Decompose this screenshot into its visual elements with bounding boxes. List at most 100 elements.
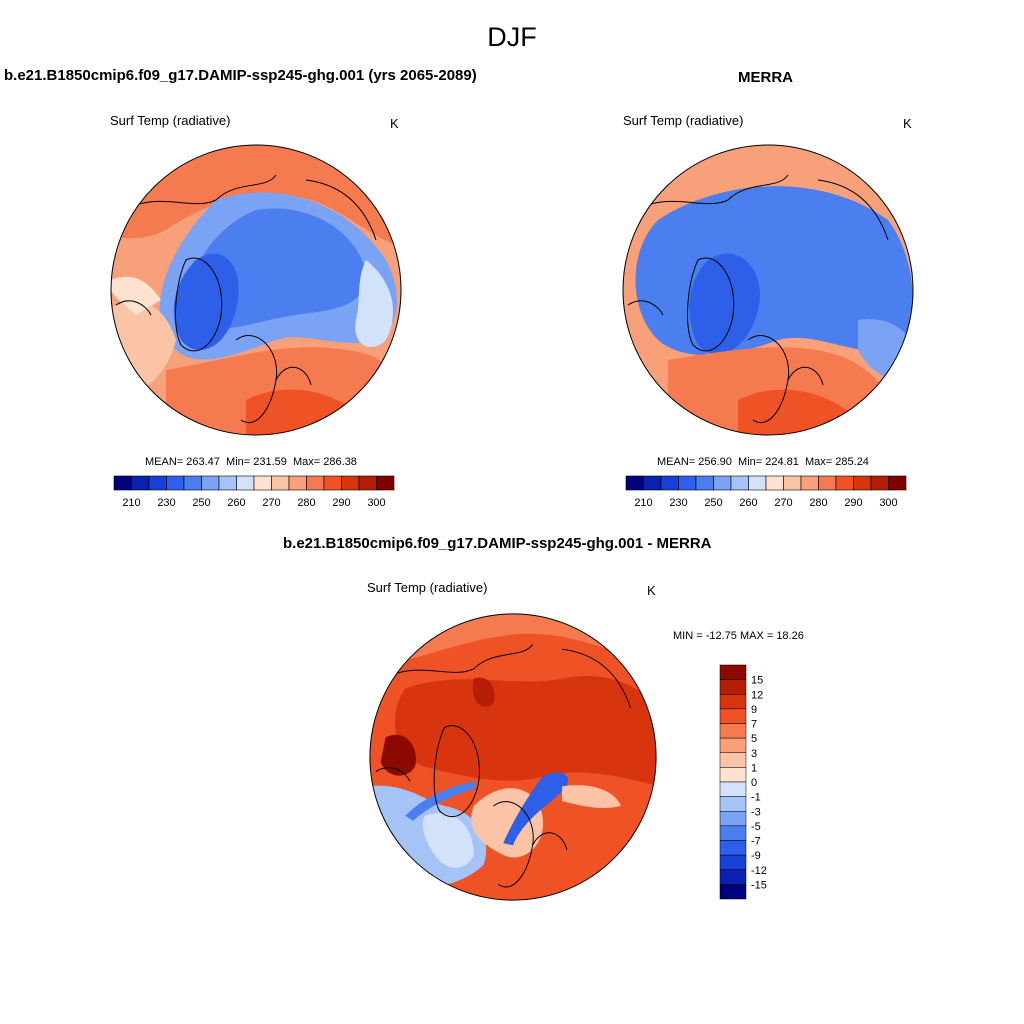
right-colorbar-swatch [643, 475, 662, 491]
diff-colorbar: 15 12 9 7 5 3 1 0 -1 -3 -5 -7 -9 -12 -15 [719, 664, 767, 900]
diff-colorbar-tick-label: 3 [751, 748, 757, 760]
right-colorbar-tick-label: 210 [634, 497, 652, 509]
diff-colorbar-tick-label: 0 [751, 777, 757, 789]
diff-colorbar-swatch [719, 767, 747, 783]
right-colorbar-swatch [783, 475, 802, 491]
diff-colorbar-swatch [719, 854, 747, 870]
left-colorbar-swatch [201, 475, 220, 491]
diff-colorbar-tick-label: 9 [751, 704, 757, 716]
diff-colorbar-tick-label: 7 [751, 719, 757, 731]
left-colorbar-tick-label: 300 [367, 497, 385, 509]
diff-colorbar-tick-label: 12 [751, 689, 763, 701]
right-colorbar-tick-label: 290 [844, 497, 862, 509]
left-colorbar-swatch [148, 475, 167, 491]
right-colorbar-swatch [660, 475, 679, 491]
left-mean: 263.47 [186, 456, 220, 468]
right-colorbar-tick-label: 270 [774, 497, 792, 509]
left-colorbar-swatch [218, 475, 237, 491]
right-polar-map [622, 144, 914, 436]
right-colorbar-tick-label: 280 [809, 497, 827, 509]
diff-variable-label: Surf Temp (radiative) [367, 580, 488, 595]
right-colorbar-swatch [713, 475, 732, 491]
left-colorbar-swatch [376, 475, 395, 491]
right-colorbar-swatch [870, 475, 889, 491]
diff-panel-title: b.e21.B1850cmip6.f09_g17.DAMIP-ssp245-gh… [283, 535, 712, 552]
left-colorbar-tick-label: 250 [192, 497, 210, 509]
right-colorbar-tick-label: 260 [739, 497, 757, 509]
diff-colorbar-tick-label: -12 [751, 865, 767, 877]
diff-colorbar-swatch [719, 825, 747, 841]
diff-colorbar-swatch [719, 811, 747, 827]
diff-colorbar-swatch [719, 723, 747, 739]
diff-polar-map [369, 613, 657, 901]
diff-colorbar-swatch [719, 752, 747, 768]
left-colorbar-swatch [341, 475, 360, 491]
diff-units-label: K [647, 583, 656, 598]
right-units-label: K [903, 116, 912, 131]
left-colorbar-tick-label: 270 [262, 497, 280, 509]
left-colorbar-swatch [131, 475, 150, 491]
diff-colorbar-tick-label: -5 [751, 821, 761, 833]
right-colorbar-swatch [835, 475, 854, 491]
diff-colorbar-tick-label: 5 [751, 733, 757, 745]
right-colorbar-swatch [730, 475, 749, 491]
right-panel-title: MERRA [738, 69, 793, 86]
diff-colorbar-swatch [719, 664, 747, 680]
diff-minmax: MIN = -12.75 MAX = 18.26 [673, 630, 804, 642]
diff-colorbar-tick-label: -15 [751, 879, 767, 891]
right-colorbar-swatch [625, 475, 644, 491]
right-variable-label: Surf Temp (radiative) [623, 113, 744, 128]
left-colorbar-swatch [113, 475, 132, 491]
right-colorbar-swatch [888, 475, 907, 491]
left-max: 286.38 [323, 456, 357, 468]
diff-colorbar-swatch [719, 781, 747, 797]
diff-colorbar-tick-label: -1 [751, 792, 761, 804]
left-variable-label: Surf Temp (radiative) [110, 113, 231, 128]
diff-colorbar-swatch [719, 884, 747, 900]
right-mean: 256.90 [698, 456, 732, 468]
left-colorbar-swatch [358, 475, 377, 491]
right-colorbar-swatch [678, 475, 697, 491]
left-units-label: K [390, 116, 399, 131]
right-colorbar-swatch [853, 475, 872, 491]
left-colorbar-swatch [253, 475, 272, 491]
diff-colorbar-swatch [719, 796, 747, 812]
right-min: 224.81 [765, 456, 799, 468]
diff-colorbar-tick-label: -9 [751, 850, 761, 862]
left-stats: MEAN= 263.47 Min= 231.59 Max= 286.38 [145, 456, 357, 468]
left-panel-title: b.e21.B1850cmip6.f09_g17.DAMIP-ssp245-gh… [4, 67, 477, 84]
diff-colorbar-swatch [719, 869, 747, 885]
left-colorbar-tick-label: 280 [297, 497, 315, 509]
figure-title: DJF [487, 22, 537, 52]
left-colorbar-swatch [166, 475, 185, 491]
left-colorbar-tick-label: 230 [157, 497, 175, 509]
left-min: 231.59 [253, 456, 287, 468]
left-colorbar-swatch [323, 475, 342, 491]
left-colorbar-swatch [183, 475, 202, 491]
left-colorbar-tick-label: 260 [227, 497, 245, 509]
left-colorbar-swatch [306, 475, 325, 491]
diff-colorbar-tick-label: -3 [751, 806, 761, 818]
diff-colorbar-tick-label: 15 [751, 675, 763, 687]
left-colorbar-swatch [288, 475, 307, 491]
diff-colorbar-swatch [719, 708, 747, 724]
right-colorbar-swatch [748, 475, 767, 491]
right-max: 285.24 [835, 456, 869, 468]
diff-colorbar-tick-label: 1 [751, 762, 757, 774]
left-polar-map [110, 144, 402, 436]
right-colorbar-swatch [695, 475, 714, 491]
right-colorbar-tick-label: 300 [879, 497, 897, 509]
right-stats: MEAN= 256.90 Min= 224.81 Max= 285.24 [657, 456, 869, 468]
right-colorbar-tick-label: 250 [704, 497, 722, 509]
left-colorbar-swatch [236, 475, 255, 491]
left-colorbar-swatch [271, 475, 290, 491]
left-colorbar: 210 230 250 260 270 280 290 300 [113, 475, 395, 509]
diff-colorbar-tick-label: -7 [751, 836, 761, 848]
left-colorbar-tick-label: 290 [332, 497, 350, 509]
diff-colorbar-swatch [719, 679, 747, 695]
right-colorbar-tick-label: 230 [669, 497, 687, 509]
right-colorbar-swatch [800, 475, 819, 491]
right-colorbar-swatch [818, 475, 837, 491]
diff-colorbar-swatch [719, 840, 747, 856]
diff-colorbar-swatch [719, 694, 747, 710]
